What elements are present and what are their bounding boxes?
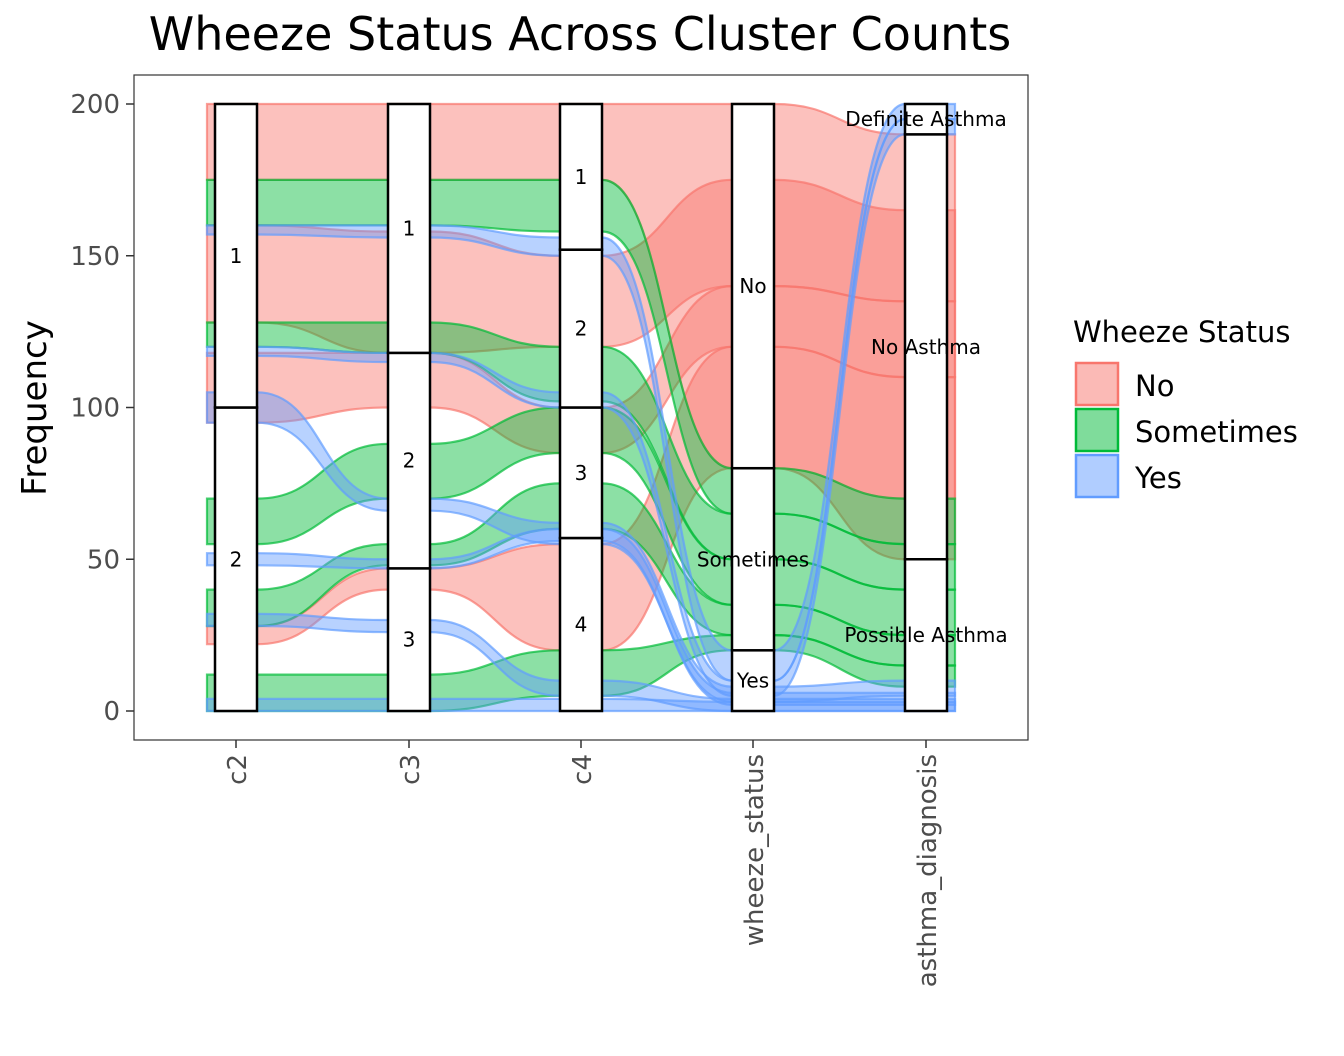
stratum-c2-1	[213, 102, 259, 409]
strata-layer: 2 1 3 2 1 4 3 2 1 Yes Sometimes No Possible Asthma No…	[213, 102, 1008, 713]
stratum-c4-3	[558, 406, 604, 540]
stratum-wheeze_status-yes	[730, 649, 776, 713]
y-axis-label: Frequency	[15, 320, 55, 496]
x-tick-label-c2: c2	[223, 754, 253, 785]
x-tick-label-c3: c3	[396, 754, 426, 785]
y-tick-label: 100	[70, 394, 120, 424]
y-tick-label: 150	[70, 242, 120, 272]
stratum-label-c4-2: 2	[575, 317, 588, 341]
stratum-c4-2	[558, 248, 604, 409]
stratum-wheeze_status-sometimes	[730, 466, 776, 652]
stratum-label-c4-3: 3	[575, 461, 588, 485]
stratum-c4-1	[558, 102, 604, 251]
legend-label-yes: Yes	[1134, 461, 1182, 495]
legend-key-yes	[1074, 453, 1120, 499]
stratum-label-c2-2: 2	[230, 547, 243, 571]
stratum-label-wheeze_status-no: No	[739, 274, 766, 298]
y-tick-label: 200	[70, 90, 120, 120]
stratum-label-c3-1: 1	[403, 216, 416, 240]
stratum-label-c2-1: 1	[230, 244, 243, 268]
stratum-wheeze_status-no	[730, 102, 776, 470]
stratum-label-c3-2: 2	[403, 449, 416, 473]
x-axis: c2 c3 c4 wheeze_status asthma_diagnosis	[223, 740, 943, 987]
legend-label-sometimes: Sometimes	[1135, 415, 1298, 449]
x-tick-label-c4: c4	[568, 754, 598, 785]
x-tick-label-wheeze-status: wheeze_status	[740, 754, 770, 946]
legend: Wheeze Status No Sometimes Yes	[1073, 315, 1298, 499]
stratum-asthma_diagnosis-possible-asthma	[903, 558, 949, 713]
stratum-label-asthma_diagnosis-no-asthma: No Asthma	[871, 335, 981, 359]
legend-label-no: No	[1135, 369, 1174, 403]
flow-yes-11	[205, 391, 957, 703]
y-axis: 0 50 100 150 200	[70, 90, 134, 727]
stratum-label-c4-4: 4	[575, 613, 588, 637]
stratum-label-wheeze_status-sometimes: Sometimes	[697, 547, 809, 571]
stratum-label-c3-3: 3	[403, 628, 416, 652]
x-tick-label-asthma-diagnosis: asthma_diagnosis	[913, 754, 943, 987]
stratum-c2-2	[213, 406, 259, 713]
chart-title: Wheeze Status Across Cluster Counts	[149, 7, 1012, 61]
stratum-c3-1	[386, 102, 432, 355]
stratum-label-c4-1: 1	[575, 165, 588, 189]
y-tick-label: 50	[87, 545, 120, 575]
legend-key-no	[1074, 361, 1120, 407]
stratum-label-asthma_diagnosis-definite-asthma: Definite Asthma	[845, 107, 1006, 131]
stratum-c3-3	[386, 567, 432, 713]
stratum-asthma_diagnosis-no-asthma	[903, 133, 949, 561]
stratum-label-asthma_diagnosis-possible-asthma: Possible Asthma	[844, 623, 1007, 647]
y-tick-label: 0	[103, 697, 120, 727]
stratum-label-wheeze_status-yes: Yes	[736, 669, 769, 693]
stratum-asthma_diagnosis-definite-asthma	[903, 102, 949, 136]
legend-title: Wheeze Status	[1073, 315, 1290, 349]
legend-key-sometimes	[1074, 407, 1120, 453]
